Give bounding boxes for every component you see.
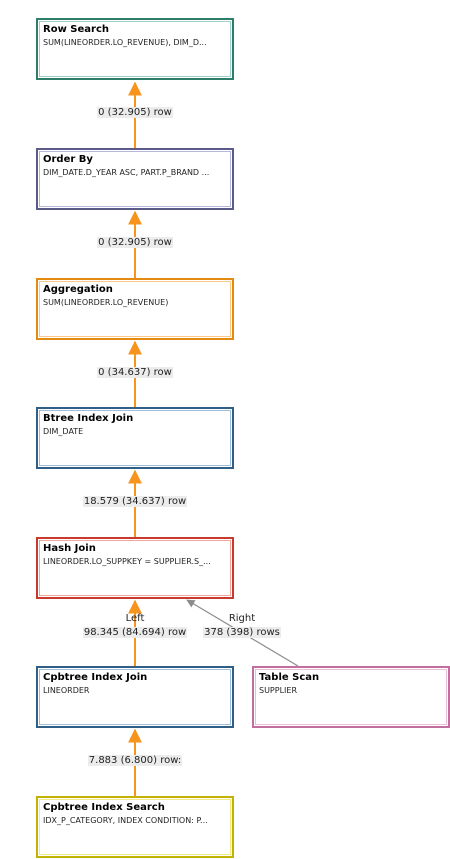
node-cpbtree-index-search[interactable]: Cpbtree Index Search IDX_P_CATEGORY, IND… bbox=[36, 796, 234, 858]
edge-label-text: 7.883 (6.800) row: bbox=[87, 755, 183, 766]
node-detail: SUM(LINEORDER.LO_REVENUE), DIM_D... bbox=[43, 38, 207, 47]
edge-label-text: 0 (32.905) row bbox=[97, 107, 173, 118]
edge-label-side: Left bbox=[125, 613, 145, 624]
node-detail: LINEORDER.LO_SUPPKEY = SUPPLIER.S_... bbox=[43, 557, 211, 566]
edge-label-left-input: Left 98.345 (84.694) row bbox=[60, 612, 210, 640]
node-detail: DIM_DATE.D_YEAR ASC, PART.P_BRAND ... bbox=[43, 168, 210, 177]
node-detail: SUPPLIER bbox=[259, 686, 298, 695]
node-hash-join[interactable]: Hash Join LINEORDER.LO_SUPPKEY = SUPPLIE… bbox=[36, 537, 234, 599]
node-title: Row Search bbox=[43, 24, 110, 35]
edge-label-text: 378 (398) rows bbox=[203, 627, 281, 638]
edge-label-text: 18.579 (34.637) row bbox=[82, 496, 188, 507]
edge-label-text: 0 (32.905) row bbox=[97, 237, 173, 248]
edge-label-row-search: 0 (32.905) row bbox=[60, 106, 210, 120]
node-title: Cpbtree Index Join bbox=[43, 672, 148, 683]
edge-label-btree-join: 18.579 (34.637) row bbox=[60, 495, 210, 509]
node-title: Hash Join bbox=[43, 543, 96, 554]
node-detail: LINEORDER bbox=[43, 686, 90, 695]
node-detail: SUM(LINEORDER.LO_REVENUE) bbox=[43, 298, 169, 307]
node-table-scan[interactable]: Table Scan SUPPLIER bbox=[252, 666, 450, 728]
edge-label-text: 0 (34.637) row bbox=[97, 367, 173, 378]
edge-label-side: Right bbox=[228, 613, 256, 624]
node-row-search[interactable]: Row Search SUM(LINEORDER.LO_REVENUE), DI… bbox=[36, 18, 234, 80]
node-btree-index-join[interactable]: Btree Index Join DIM_DATE bbox=[36, 407, 234, 469]
node-title: Aggregation bbox=[43, 284, 113, 295]
node-detail: DIM_DATE bbox=[43, 427, 84, 436]
node-title: Cpbtree Index Search bbox=[43, 802, 165, 813]
edge-label-index-search: 7.883 (6.800) row: bbox=[60, 754, 210, 768]
node-aggregation[interactable]: Aggregation SUM(LINEORDER.LO_REVENUE) bbox=[36, 278, 234, 340]
node-detail: IDX_P_CATEGORY, INDEX CONDITION: P... bbox=[43, 816, 208, 825]
edge-label-order-by: 0 (32.905) row bbox=[60, 236, 210, 250]
edge-label-aggregation: 0 (34.637) row bbox=[60, 366, 210, 380]
edge-label-text: 98.345 (84.694) row bbox=[82, 627, 188, 638]
node-title: Btree Index Join bbox=[43, 413, 134, 424]
edge-label-right-input: Right 378 (398) rows bbox=[186, 612, 298, 640]
node-order-by[interactable]: Order By DIM_DATE.D_YEAR ASC, PART.P_BRA… bbox=[36, 148, 234, 210]
node-title: Table Scan bbox=[259, 672, 320, 683]
node-cpbtree-index-join[interactable]: Cpbtree Index Join LINEORDER bbox=[36, 666, 234, 728]
node-title: Order By bbox=[43, 154, 93, 165]
